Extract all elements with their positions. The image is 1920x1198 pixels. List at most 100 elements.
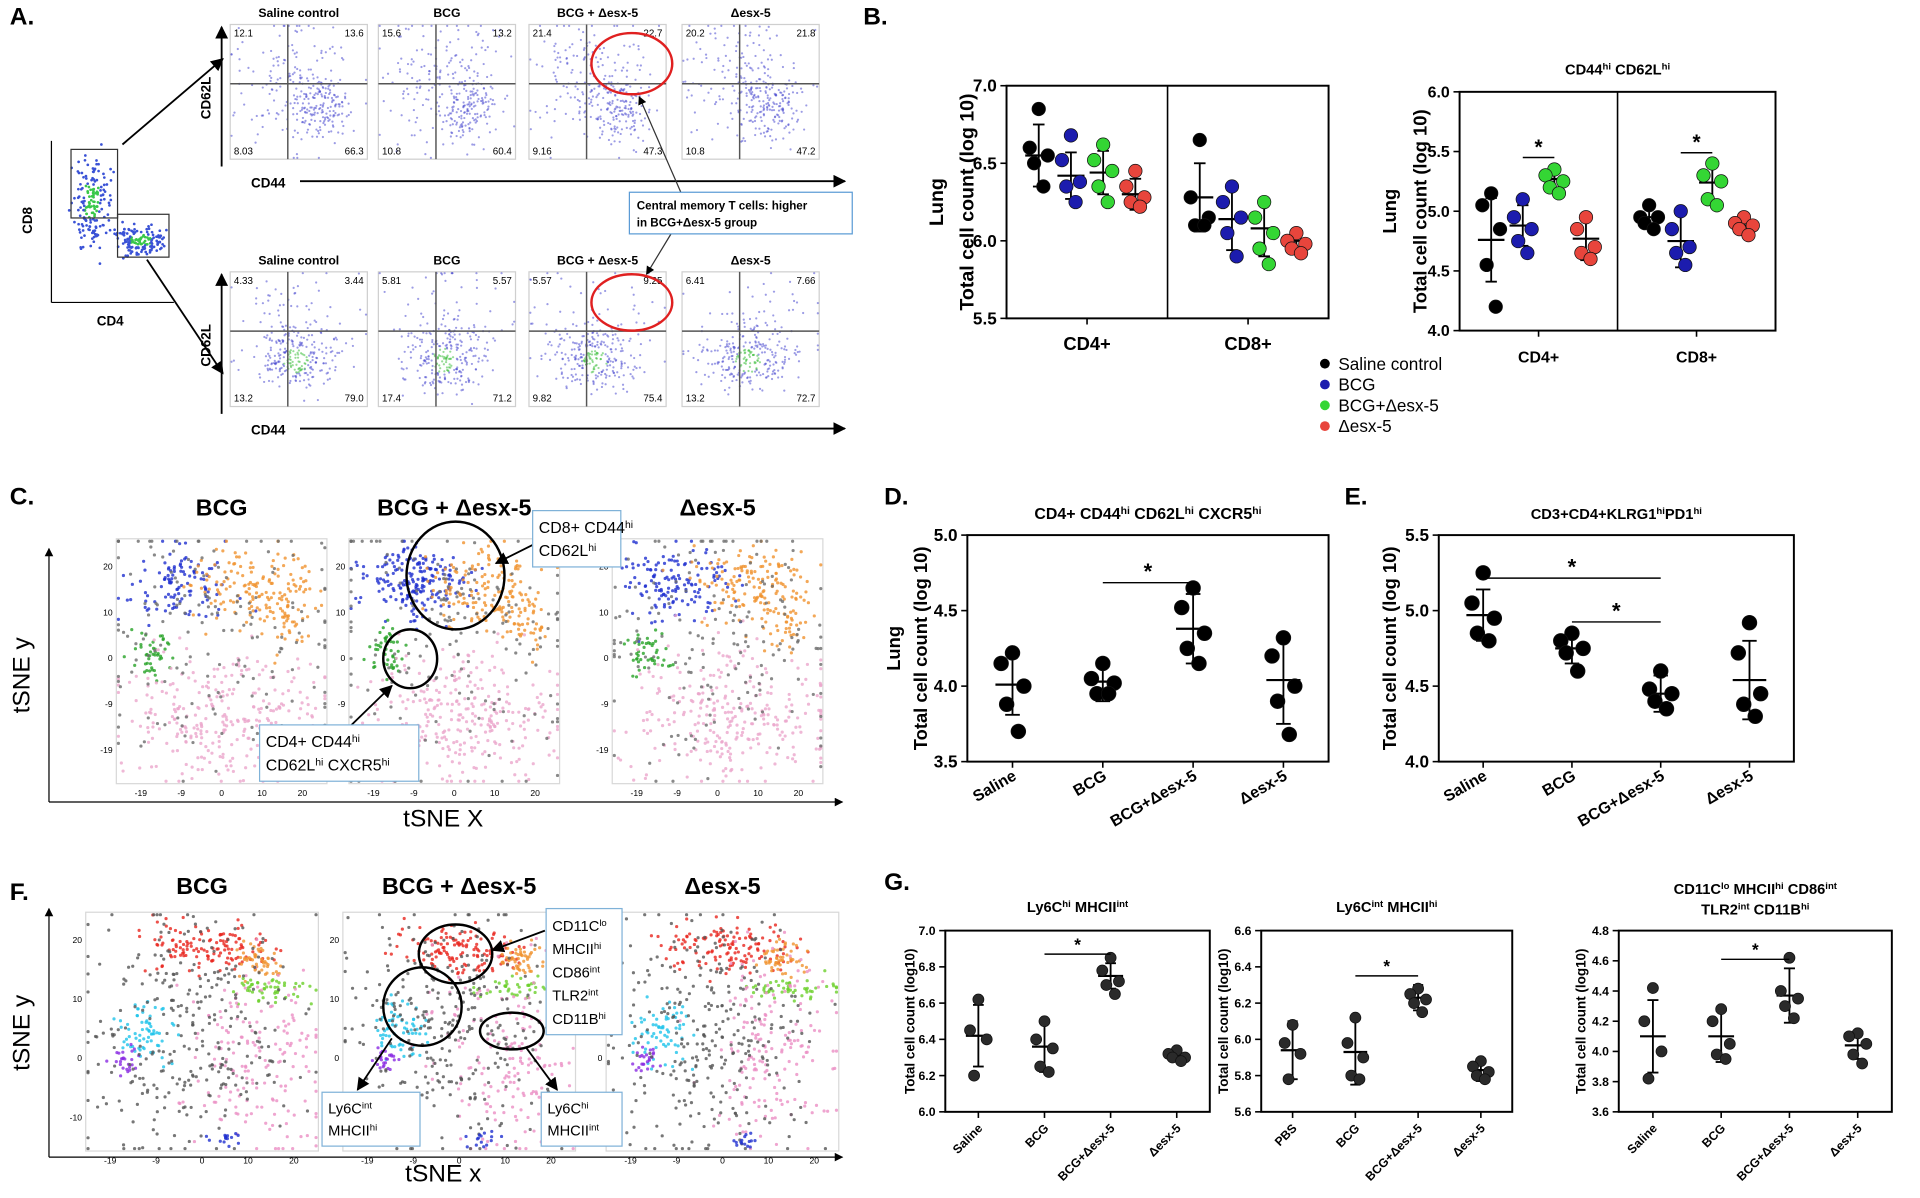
- cell-dot: [460, 586, 464, 591]
- cell-dot: [772, 314, 775, 317]
- cell-dot: [376, 564, 380, 569]
- cell-dot: [294, 379, 298, 383]
- cell-dot: [303, 399, 306, 402]
- cell-dot: [388, 558, 392, 562]
- cell-dot: [301, 106, 304, 109]
- cell-dot: [366, 688, 370, 692]
- cell-dot: [410, 58, 413, 61]
- cell-dot: [544, 352, 547, 355]
- cell-dot: [217, 739, 221, 744]
- cell-dot: [130, 245, 134, 249]
- cell-dot: [663, 360, 666, 363]
- cell-dot: [610, 348, 613, 351]
- cell-dot: [758, 43, 761, 47]
- cell-dot: [476, 116, 479, 119]
- cell-dot: [767, 101, 770, 105]
- cell-dot: [747, 62, 750, 65]
- cell-dot: [628, 103, 631, 107]
- cell-dot: [648, 339, 652, 342]
- cell-dot: [710, 350, 713, 353]
- cell-dot: [307, 102, 310, 105]
- cell-dot: [717, 57, 720, 60]
- cell-dot: [352, 129, 355, 133]
- cell-dot: [748, 355, 751, 358]
- cell-dot: [501, 710, 505, 714]
- cell-dot: [301, 353, 304, 356]
- cell-dot: [532, 631, 536, 635]
- quadrant-value: 10.8: [686, 146, 706, 157]
- cell-dot: [156, 653, 160, 657]
- cell-dot: [467, 123, 470, 126]
- cell-dot: [447, 573, 451, 577]
- cell-dot: [571, 375, 575, 378]
- cell-dot: [125, 232, 129, 235]
- cell-dot: [469, 121, 472, 124]
- cell-dot: [669, 568, 673, 572]
- cell-dot: [91, 167, 95, 170]
- cell-dot: [341, 112, 344, 115]
- cell-dot: [757, 67, 760, 70]
- cell-dot: [427, 98, 430, 101]
- cell-dot: [604, 74, 607, 77]
- cell-dot: [320, 568, 324, 572]
- cell-dot: [472, 324, 476, 327]
- cell-dot: [238, 629, 242, 633]
- cell-dot: [521, 744, 525, 748]
- cell-dot: [784, 96, 787, 99]
- cell-dot: [676, 563, 680, 567]
- cell-dot: [221, 714, 225, 718]
- cell-dot: [716, 122, 720, 125]
- cell-dot: [267, 112, 271, 115]
- cell-dot: [224, 715, 228, 719]
- cell-dot: [294, 375, 298, 378]
- cell-dot: [754, 344, 757, 347]
- cell-dot: [422, 659, 426, 663]
- cell-dot: [300, 701, 304, 705]
- cell-dot: [590, 353, 594, 356]
- cell-dot: [745, 94, 748, 97]
- cell-dot: [282, 625, 286, 629]
- cell-dot: [489, 98, 492, 101]
- cell-dot: [445, 779, 449, 783]
- cell-dot: [98, 224, 102, 228]
- flow-plot: [229, 271, 368, 408]
- cell-dot: [671, 589, 675, 593]
- cell-dot: [604, 344, 607, 347]
- cell-dot: [785, 348, 788, 352]
- cell-dot: [245, 754, 249, 758]
- cell-dot: [617, 113, 620, 116]
- cell-dot: [280, 635, 284, 639]
- cell-dot: [631, 110, 635, 113]
- cell-dot: [214, 769, 218, 773]
- cell-dot: [375, 577, 379, 581]
- cell-dot: [535, 63, 538, 66]
- cell-dot: [646, 641, 651, 645]
- cell-dot: [286, 614, 291, 618]
- cell-dot: [759, 343, 763, 346]
- cell-dot: [406, 62, 410, 66]
- quadrant-value: 13.2: [234, 394, 253, 405]
- cell-dot: [272, 361, 276, 365]
- cell-dot: [300, 610, 304, 614]
- cell-dot: [233, 551, 237, 555]
- cell-dot: [662, 592, 666, 596]
- cell-dot: [654, 588, 658, 592]
- cell-dot: [568, 46, 571, 49]
- cell-dot: [170, 714, 175, 719]
- cell-dot: [405, 367, 408, 370]
- cell-dot: [529, 311, 532, 314]
- cell-dot: [492, 337, 495, 340]
- cell-dot: [158, 240, 162, 244]
- cell-dot: [190, 702, 194, 706]
- cell-dot: [416, 91, 419, 94]
- cell-dot: [620, 362, 623, 365]
- cell-dot: [455, 98, 458, 101]
- cell-dot: [721, 70, 724, 73]
- cell-dot: [456, 318, 459, 321]
- cell-dot: [231, 662, 235, 666]
- cell-dot: [783, 389, 786, 392]
- cell-dot: [299, 69, 302, 72]
- cell-dot: [261, 114, 265, 117]
- cell-dot: [610, 84, 613, 87]
- cell-dot: [384, 560, 388, 565]
